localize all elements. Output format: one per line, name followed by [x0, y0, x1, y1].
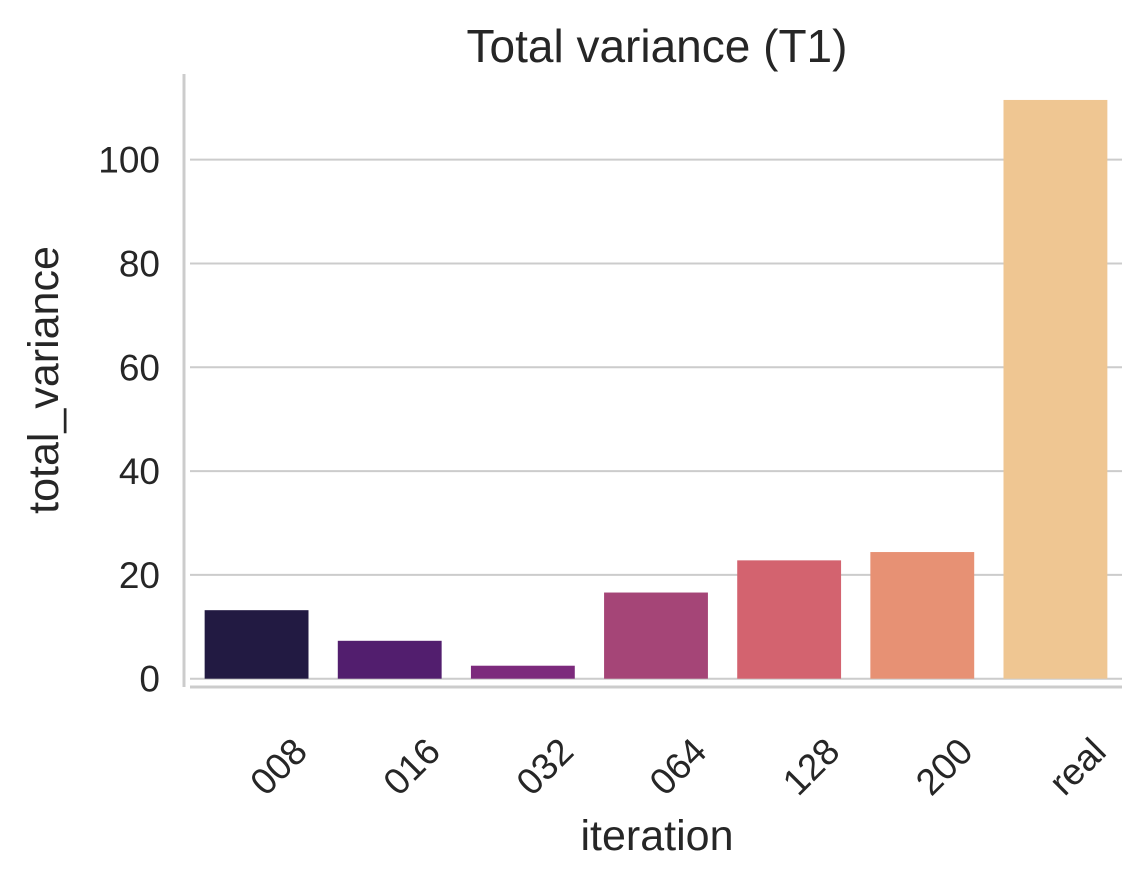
x-tick-label: real: [1041, 730, 1114, 803]
bar-064: [604, 592, 708, 679]
bars: [204, 99, 1108, 679]
y-tick-label: 40: [119, 451, 160, 492]
bar-200: [870, 552, 975, 679]
y-tick-label: 100: [98, 140, 160, 181]
y-tick-label: 0: [139, 659, 160, 700]
x-tick-label: 200: [908, 730, 981, 803]
y-tick-labels: 0 20 40 60 80 100: [98, 140, 160, 700]
x-axis-label: iteration: [581, 812, 734, 860]
x-tick-label: 008: [242, 730, 315, 803]
axis-spines: [182, 74, 1122, 689]
bar-real: [1003, 99, 1108, 679]
x-tick-label: 016: [375, 730, 448, 803]
y-tick-label: 80: [119, 243, 160, 284]
x-tick-label: 064: [642, 730, 715, 803]
y-tick-label: 20: [119, 555, 160, 596]
chart-title: Total variance (T1): [467, 20, 848, 72]
x-tick-label: 128: [775, 730, 848, 803]
x-tick-labels: 008 016 032 064 128 200 real: [242, 730, 1114, 803]
bar-016: [337, 640, 442, 679]
x-tick-label: 032: [509, 730, 582, 803]
y-tick-label: 60: [119, 347, 160, 388]
bar-008: [204, 610, 309, 679]
bar-128: [737, 560, 842, 679]
bar-032: [470, 665, 575, 679]
y-axis-label: total_variance: [20, 246, 68, 514]
